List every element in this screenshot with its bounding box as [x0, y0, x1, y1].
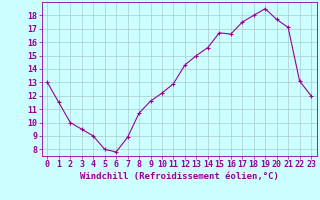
X-axis label: Windchill (Refroidissement éolien,°C): Windchill (Refroidissement éolien,°C): [80, 172, 279, 181]
